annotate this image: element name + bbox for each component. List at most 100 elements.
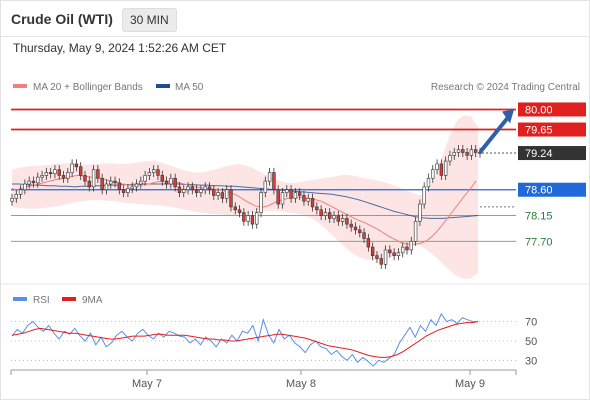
candle-body [452, 152, 456, 156]
candle-body [255, 212, 259, 225]
candle-body [332, 215, 336, 219]
candle-body [405, 246, 409, 251]
rsi-legend-swatch [13, 297, 27, 301]
candle-body [156, 169, 160, 176]
candle-body [78, 166, 83, 176]
candle-body [164, 180, 169, 185]
candle-body [40, 175, 44, 178]
forecast-arrow-shaft [479, 115, 510, 154]
candle-body [87, 180, 91, 188]
candle-body [439, 163, 444, 176]
candle-body [366, 238, 371, 248]
candle-body [207, 186, 212, 191]
timeframe-button[interactable]: 30 MIN [122, 8, 177, 32]
candle-body [272, 172, 276, 191]
level-label-77-70: 77.70 [525, 236, 553, 248]
levels-layer [11, 108, 516, 242]
candle-body [306, 198, 310, 202]
candle-body [134, 183, 139, 188]
rsi-legend-label: RSI [33, 295, 50, 306]
rsi-tick-30: 30 [525, 355, 537, 367]
candle-body [74, 163, 79, 168]
rsi-ma-legend-swatch [62, 297, 76, 301]
candle-body [319, 209, 323, 216]
rsi-layer: 70 50 30 [11, 312, 537, 367]
ma50-legend-label: MA 50 [175, 82, 204, 93]
candle-body [259, 192, 263, 213]
candle-body [370, 246, 375, 256]
candle-body [113, 180, 117, 184]
candle-body [267, 172, 272, 182]
candle-body [293, 192, 298, 199]
candle-body [27, 180, 31, 185]
candle-body [48, 172, 53, 174]
datetime-label: Thursday, May 9, 2024 1:52:26 AM CET [13, 41, 227, 55]
candle-body [199, 189, 203, 193]
level-label-79-65: 79.65 [525, 125, 553, 137]
candle-body [302, 195, 306, 202]
x-tick-label: May 9 [455, 378, 485, 390]
candle-body [104, 183, 109, 191]
candle-body [345, 218, 349, 225]
candle-body [130, 186, 134, 189]
rsi-tick-70: 70 [525, 317, 537, 329]
credit-label: Research © 2024 Trading Central [431, 82, 580, 93]
candle-body [31, 180, 36, 184]
candle-body [443, 160, 448, 176]
candle-body [57, 169, 61, 176]
candle-body [169, 177, 173, 185]
candle-body [315, 206, 319, 211]
candle-body [280, 192, 285, 205]
candle-body [396, 252, 401, 256]
candles-layer [10, 145, 482, 269]
candle-body [233, 206, 237, 211]
candle-body [422, 186, 426, 205]
candle-body [310, 198, 315, 208]
candle-body [18, 189, 23, 195]
candle-body [388, 249, 392, 254]
candle-body [216, 192, 220, 196]
ma20-legend-label: MA 20 + Bollinger Bands [33, 82, 143, 93]
candle-body [173, 177, 177, 188]
level-labels-layer: 80.00 79.65 79.24 78.60 78.15 77.70 [518, 102, 586, 248]
candle-body [358, 229, 362, 234]
rsi-tick-50: 50 [525, 336, 537, 348]
candle-body [289, 189, 293, 199]
rsi-ma-line [11, 321, 479, 358]
candle-body [375, 255, 379, 259]
candle-body [469, 149, 474, 156]
candle-body [448, 155, 452, 162]
candle-body [100, 177, 104, 191]
candle-body [53, 169, 57, 174]
level-tag-79-65 [518, 122, 586, 137]
candle-body [14, 194, 18, 199]
candle-body [392, 252, 396, 256]
bollinger-layer [12, 115, 478, 279]
candle-body [340, 218, 345, 222]
candle-body [431, 169, 435, 179]
candle-body [336, 215, 341, 222]
candle-body [297, 192, 302, 196]
header-divider [0, 36, 590, 37]
candle-body [177, 186, 182, 193]
candle-body [409, 241, 414, 251]
forecast-arrow-head [502, 109, 514, 124]
candle-body [242, 212, 246, 222]
candle-body [323, 212, 328, 216]
rsi-line [11, 312, 478, 367]
candle-body [456, 149, 461, 153]
candle-body [379, 258, 383, 265]
candle-body [23, 183, 27, 191]
candle-body [194, 189, 199, 193]
forecast-layer [479, 109, 514, 154]
candle-body [465, 152, 469, 156]
candle-body [229, 189, 233, 208]
level-label-79-24: 79.24 [525, 148, 553, 160]
candle-body [426, 177, 431, 188]
candle-body [147, 172, 152, 176]
level-tag-79-24 [518, 146, 586, 161]
candle-body [285, 189, 289, 193]
candle-body [418, 203, 422, 222]
candle-body [276, 189, 280, 205]
candle-body [349, 223, 353, 228]
